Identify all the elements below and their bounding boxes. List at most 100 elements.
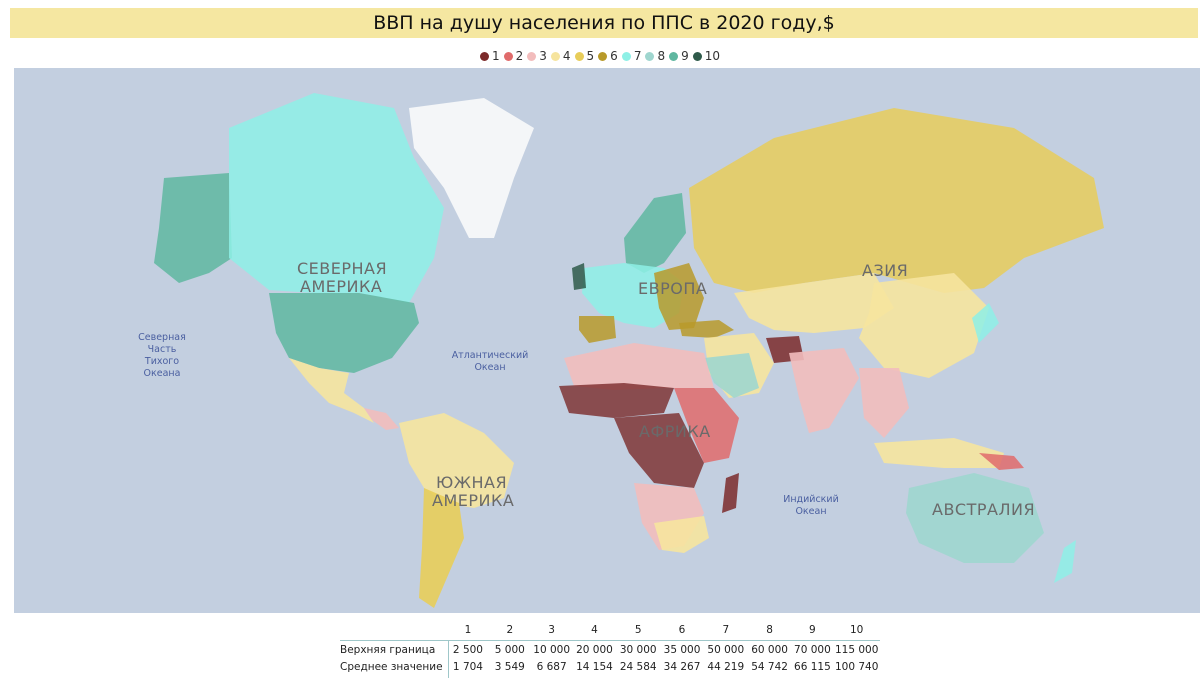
legend-item[interactable]: 1 — [479, 48, 500, 64]
greenland-shape — [409, 98, 534, 238]
central-asia-shape[interactable] — [734, 273, 894, 333]
bins-upper-row: Верхняя граница 2 500 5 000 10 000 20 000 30… — [340, 641, 880, 658]
table-vertical-divider — [448, 640, 449, 678]
india-shape[interactable] — [789, 348, 859, 433]
iberia-shape[interactable] — [579, 316, 616, 343]
sahel-shape[interactable] — [559, 383, 674, 418]
bin-upper-value: 2 500 — [452, 643, 483, 656]
legend-item[interactable]: 5 — [574, 48, 595, 64]
legend-label: 7 — [633, 49, 642, 63]
bin-upper-value: 115 000 — [834, 643, 879, 656]
legend-label: 6 — [610, 49, 618, 63]
central-america-shape[interactable] — [364, 408, 399, 430]
uk-shape[interactable] — [572, 263, 586, 290]
bin-upper-value: 30 000 — [619, 643, 657, 656]
bins-table: 1 2 3 4 5 6 7 8 9 10 Верхняя граница 2 500 5 000 10… — [340, 620, 880, 678]
legend-item[interactable]: 4 — [550, 48, 571, 64]
legend-swatch — [669, 51, 679, 61]
legend-swatch — [550, 51, 560, 61]
legend-item[interactable]: 9 — [669, 48, 689, 64]
ocean-label-atlantic-1: Атлантический — [452, 350, 529, 361]
south-america-north-shape[interactable] — [399, 413, 514, 508]
table-divider — [340, 640, 880, 641]
bin-column-header: 2 — [506, 624, 514, 636]
region-label-europe: ЕВРОПА — [638, 279, 707, 298]
bin-column-header: 7 — [722, 624, 730, 636]
legend-item[interactable]: 8 — [645, 48, 665, 64]
bin-upper-value: 35 000 — [663, 643, 701, 656]
madagascar-shape[interactable] — [722, 473, 739, 513]
legend-swatch — [598, 51, 608, 61]
ocean-label-indian-2: Океан — [795, 506, 826, 517]
australia-shape[interactable] — [906, 473, 1044, 563]
region-label-south-america-1: ЮЖНАЯ — [436, 473, 507, 492]
bin-mean-value: 66 115 — [794, 660, 831, 673]
legend-label: 1 — [491, 49, 500, 63]
chart-title: ВВП на душу населения по ППС в 2020 году… — [373, 12, 835, 34]
region-label-north-america-1: СЕВЕРНАЯ — [297, 259, 387, 278]
bin-column-header: 10 — [849, 624, 864, 636]
canada-shape[interactable] — [229, 93, 444, 303]
bin-column-header: 9 — [809, 624, 816, 636]
legend-swatch — [692, 51, 702, 61]
legend-label: 8 — [657, 49, 666, 63]
east-africa-shape[interactable] — [674, 388, 739, 463]
bins-mean-label: Среднее значение — [340, 660, 443, 673]
legend-swatch — [479, 51, 489, 61]
bin-column-header: 6 — [678, 624, 686, 636]
russia-shape[interactable] — [689, 108, 1104, 293]
bin-column-header: 1 — [464, 624, 472, 636]
bin-column-header: 5 — [634, 624, 642, 636]
bin-mean-value: 100 740 — [834, 660, 879, 673]
china-shape[interactable] — [859, 273, 989, 378]
legend-label: 2 — [515, 49, 524, 63]
bins-upper-label: Верхняя граница — [340, 643, 436, 656]
bin-mean-value: 44 219 — [707, 660, 745, 673]
legend-item[interactable]: 10 — [692, 48, 720, 64]
bin-upper-value: 70 000 — [794, 643, 831, 656]
title-bar: ВВП на душу населения по ППС в 2020 году… — [10, 8, 1198, 38]
new-zealand-shape[interactable] — [1054, 540, 1076, 583]
region-label-australia: АВСТРАЛИЯ — [932, 500, 1035, 519]
south-america-south-shape[interactable] — [419, 488, 464, 608]
north-africa-shape[interactable] — [564, 343, 714, 390]
region-label-south-america-2: АМЕРИКА — [432, 491, 514, 510]
south-africa-shape[interactable] — [654, 516, 709, 553]
mexico-shape[interactable] — [289, 358, 374, 423]
scandinavia-shape[interactable] — [624, 193, 686, 273]
bin-column-header: 8 — [766, 624, 773, 636]
legend-swatch — [574, 51, 584, 61]
bin-upper-value: 60 000 — [751, 643, 788, 656]
legend: 1 2 3 4 5 6 7 8 9 10 — [0, 48, 1200, 64]
bin-mean-value: 1 704 — [452, 660, 483, 673]
bin-column-header: 3 — [548, 624, 555, 636]
alaska-shape[interactable] — [154, 173, 232, 283]
papua-shape[interactable] — [979, 453, 1024, 470]
bin-mean-value: 34 267 — [663, 660, 701, 673]
ocean-label-pacific-3: Тихого — [144, 356, 179, 367]
bins-mean-row: Среднее значение 1 704 3 549 6 687 14 154 24… — [340, 658, 880, 675]
turkey-shape[interactable] — [679, 320, 734, 338]
ocean-label-pacific-4: Океана — [144, 368, 181, 379]
legend-item[interactable]: 3 — [527, 48, 547, 64]
legend-item[interactable]: 2 — [503, 48, 524, 64]
bin-upper-value: 20 000 — [576, 643, 613, 656]
central-africa-shape[interactable] — [614, 413, 704, 488]
bin-upper-value: 10 000 — [533, 643, 571, 656]
legend-item[interactable]: 6 — [598, 48, 618, 64]
indonesia-shape[interactable] — [874, 438, 1004, 468]
usa-shape[interactable] — [269, 293, 419, 373]
legend-label: 5 — [586, 49, 595, 63]
bin-mean-value: 14 154 — [576, 660, 613, 673]
japan-shape[interactable] — [972, 303, 999, 343]
bin-mean-value: 3 549 — [494, 660, 525, 673]
map-canvas[interactable]: СЕВЕРНАЯ АМЕРИКА ЮЖНАЯ АМЕРИКА ЕВРОПА АЗ… — [14, 68, 1200, 613]
choropleth-map[interactable]: СЕВЕРНАЯ АМЕРИКА ЮЖНАЯ АМЕРИКА ЕВРОПА АЗ… — [14, 68, 1200, 613]
eastern-europe-shape[interactable] — [654, 263, 704, 330]
bin-mean-value: 6 687 — [536, 660, 567, 673]
southeast-asia-shape[interactable] — [859, 368, 909, 438]
ocean-label-atlantic-2: Океан — [474, 362, 505, 373]
arabia-shape[interactable] — [704, 353, 759, 398]
bins-header-row: 1 2 3 4 5 6 7 8 9 10 — [340, 620, 880, 640]
legend-item[interactable]: 7 — [621, 48, 642, 64]
